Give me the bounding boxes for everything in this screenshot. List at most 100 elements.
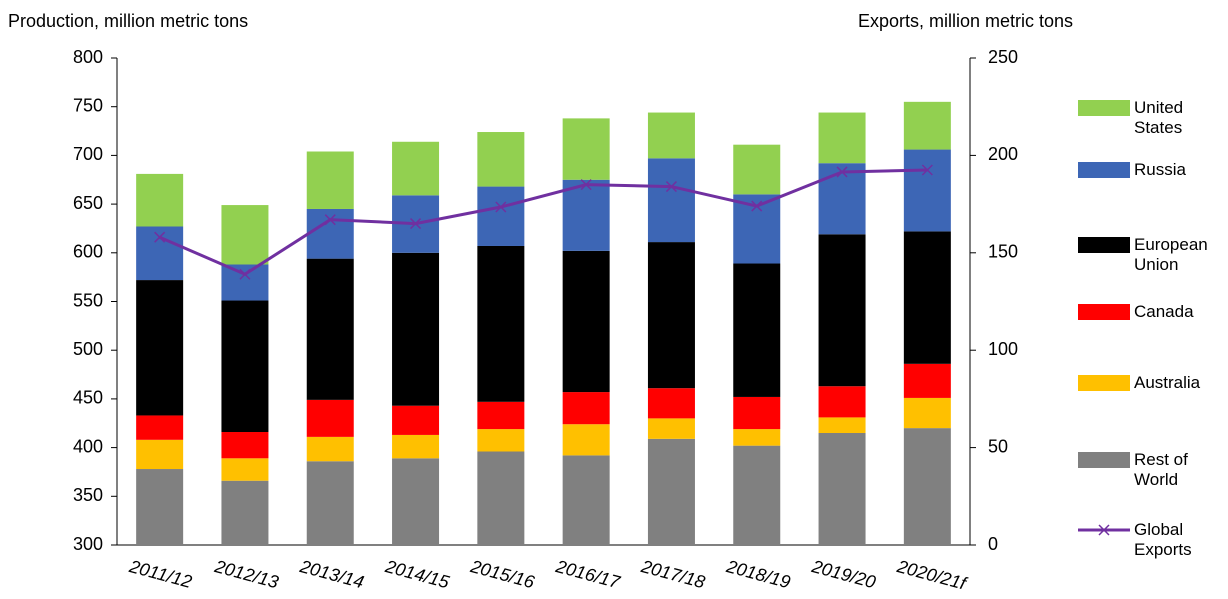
x-tick-label: 2014/15 — [382, 556, 452, 593]
legend-swatch — [1078, 237, 1130, 253]
bar-segment — [733, 396, 781, 430]
bar-segment — [733, 429, 781, 446]
legend-swatch — [1078, 452, 1130, 468]
y2-tick-label: 50 — [988, 436, 1008, 456]
y-tick-label: 300 — [73, 534, 103, 554]
marker — [324, 214, 336, 226]
marker — [665, 181, 677, 193]
marker — [154, 231, 166, 243]
y-tick-label: 400 — [73, 436, 103, 456]
line — [159, 168, 928, 276]
legend-label: United States — [1134, 98, 1184, 137]
bar-segment — [818, 112, 866, 164]
bar-segment — [221, 432, 269, 459]
y-axis-label: Production, million metric tons — [8, 11, 248, 31]
y2-tick-label: 250 — [988, 47, 1018, 67]
y-tick-label: 500 — [73, 339, 103, 359]
marker — [580, 179, 592, 191]
bar-segment — [477, 401, 525, 430]
bar-segment — [136, 280, 184, 416]
y2-tick-label: 150 — [988, 242, 1018, 262]
bar-segment — [477, 451, 525, 545]
y2-tick-label: 200 — [988, 144, 1018, 164]
y-tick-label: 800 — [73, 47, 103, 67]
bar-segment — [392, 405, 440, 435]
legend-label: Canada — [1134, 302, 1194, 321]
bar-segment — [903, 149, 951, 232]
bar-segment — [221, 205, 269, 265]
bar-segment — [136, 173, 184, 227]
bar-segment — [562, 250, 610, 393]
bar-segment — [477, 132, 525, 187]
marker — [239, 268, 251, 280]
bar-segment — [647, 438, 695, 545]
legend-swatch — [1078, 304, 1130, 320]
bar-segment — [562, 118, 610, 180]
bar-segment — [136, 439, 184, 470]
x-tick-label: 2017/18 — [638, 556, 707, 592]
bar-segment — [392, 458, 440, 545]
x-tick-label: 2011/12 — [126, 556, 194, 592]
y2-axis-label: Exports, million metric tons — [858, 11, 1073, 31]
x-tick-label: 2013/14 — [297, 556, 366, 592]
bar-segment — [306, 258, 354, 400]
bar-segment — [903, 428, 951, 545]
bar-segment — [647, 242, 695, 389]
legend-label: Australia — [1134, 373, 1201, 392]
y-tick-label: 700 — [73, 144, 103, 164]
bar-segment — [818, 163, 866, 235]
y-tick-label: 450 — [73, 388, 103, 408]
legend-marker — [1098, 524, 1110, 536]
bar-segment — [136, 469, 184, 545]
bar-segment — [477, 186, 525, 246]
bar-segment — [221, 480, 269, 545]
legend-label: Russia — [1134, 160, 1186, 179]
x-tick-label: 2012/13 — [212, 556, 281, 592]
marker — [410, 218, 422, 230]
x-tick-label: 2016/17 — [553, 556, 623, 593]
bar-segment — [647, 158, 695, 243]
bar-segment — [392, 434, 440, 459]
legend-label: Global Exports — [1134, 520, 1192, 559]
bar-segment — [903, 231, 951, 364]
bar-segment — [903, 397, 951, 429]
bar-segment — [818, 417, 866, 433]
bar-segment — [136, 415, 184, 440]
y-tick-label: 750 — [73, 95, 103, 115]
marker — [921, 164, 933, 176]
bar-segment — [221, 300, 269, 433]
x-tick-label: 2020/21f — [894, 556, 970, 594]
bar-segment — [306, 436, 354, 462]
bar-segment — [903, 363, 951, 398]
legend-swatch — [1078, 100, 1130, 116]
y-tick-label: 350 — [73, 485, 103, 505]
bar-segment — [562, 424, 610, 456]
legend-label: Rest of World — [1134, 450, 1188, 489]
bar-segment — [562, 392, 610, 425]
y-tick-label: 550 — [73, 290, 103, 310]
bar-segment — [392, 141, 440, 196]
bar-segment — [477, 245, 525, 402]
x-tick-label: 2015/16 — [468, 556, 538, 593]
y-tick-label: 600 — [73, 242, 103, 262]
marker — [495, 201, 507, 213]
bar-segment — [306, 151, 354, 209]
legend-swatch — [1078, 375, 1130, 391]
y-tick-label: 650 — [73, 193, 103, 213]
bar-segment — [392, 252, 440, 406]
bar-segment — [221, 458, 269, 481]
bar-segment — [733, 263, 781, 397]
y2-tick-label: 0 — [988, 534, 998, 554]
y2-tick-label: 100 — [988, 339, 1018, 359]
bar-segment — [221, 264, 269, 301]
bar-segment — [818, 386, 866, 418]
marker — [836, 166, 848, 178]
bar-segment — [306, 461, 354, 545]
bar-segment — [136, 226, 184, 281]
x-tick-label: 2018/19 — [724, 556, 793, 592]
marker — [751, 200, 763, 212]
bar-segment — [306, 208, 354, 259]
legend-label: European Union — [1134, 235, 1208, 274]
